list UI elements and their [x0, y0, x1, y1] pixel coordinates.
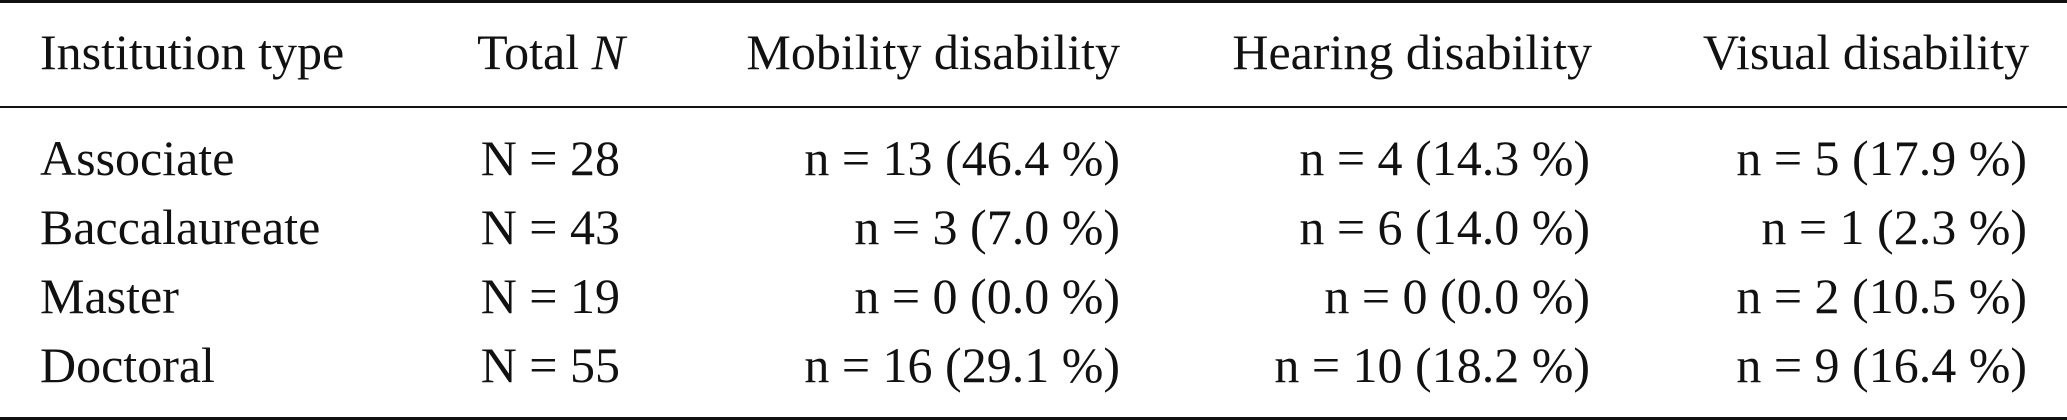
institution-cell: Master: [40, 268, 179, 324]
institution-cell: Associate: [40, 130, 235, 186]
header-total-n: Total N: [440, 20, 625, 84]
visual-cell: n = 1 (2.3 %): [1761, 199, 2027, 255]
bottom-rule: [0, 417, 2067, 420]
visual-cell: n = 2 (10.5 %): [1736, 268, 2027, 324]
mobility-cell: n = 16 (29.1 %): [804, 337, 1120, 393]
hearing-cell: n = 0 (0.0 %): [1324, 268, 1590, 324]
table-row: Associate N = 28 n = 13 (46.4 %) n = 4 (…: [0, 126, 2067, 190]
mobility-cell: n = 0 (0.0 %): [854, 268, 1120, 324]
visual-cell: n = 9 (16.4 %): [1736, 337, 2027, 393]
table-row: Master N = 19 n = 0 (0.0 %) n = 0 (0.0 %…: [0, 264, 2067, 328]
institution-cell: Baccalaureate: [40, 199, 321, 255]
hearing-cell: n = 10 (18.2 %): [1274, 337, 1590, 393]
total-cell: N = 43: [480, 199, 620, 255]
total-cell: N = 55: [480, 337, 620, 393]
hearing-cell: n = 6 (14.0 %): [1299, 199, 1590, 255]
header-visual-disability: Visual disability: [1702, 24, 2029, 80]
table-header-row: Institution type Total N Mobility disabi…: [0, 20, 2067, 84]
header-total-var: N: [591, 24, 625, 80]
header-rule: [0, 106, 2067, 108]
hearing-cell: n = 4 (14.3 %): [1299, 130, 1590, 186]
header-total-prefix: Total: [477, 24, 592, 80]
visual-cell: n = 5 (17.9 %): [1736, 130, 2027, 186]
header-mobility-disability: Mobility disability: [746, 24, 1120, 80]
mobility-cell: n = 13 (46.4 %): [804, 130, 1120, 186]
total-cell: N = 19: [480, 268, 620, 324]
header-institution-type: Institution type: [40, 24, 345, 80]
total-cell: N = 28: [480, 130, 620, 186]
top-rule: [0, 0, 2067, 3]
header-hearing-disability: Hearing disability: [1232, 24, 1592, 80]
table-row: Baccalaureate N = 43 n = 3 (7.0 %) n = 6…: [0, 195, 2067, 259]
mobility-cell: n = 3 (7.0 %): [854, 199, 1120, 255]
institution-cell: Doctoral: [40, 337, 215, 393]
table-row: Doctoral N = 55 n = 16 (29.1 %) n = 10 (…: [0, 333, 2067, 397]
